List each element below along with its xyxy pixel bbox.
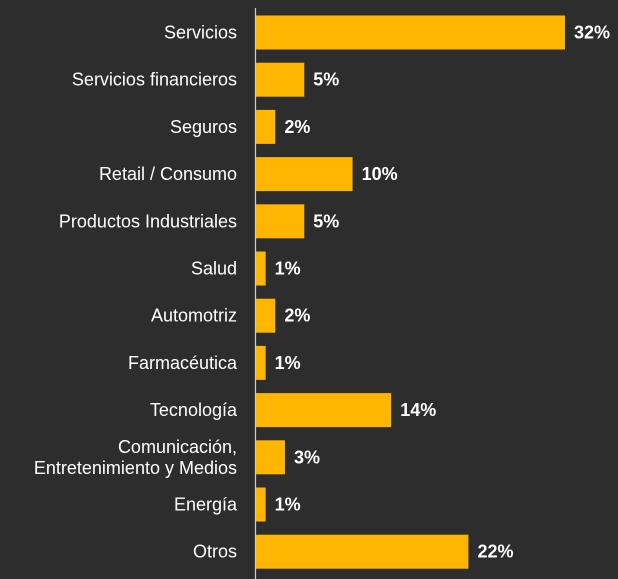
category-label-2: Seguros xyxy=(170,117,237,137)
category-label-line: Retail / Consumo xyxy=(99,164,237,184)
category-label-7: Farmacéutica xyxy=(128,353,238,373)
bar-7 xyxy=(256,345,266,380)
category-label-4: Productos Industriales xyxy=(59,211,237,231)
value-label-1: 5% xyxy=(313,70,339,90)
category-label-line: Automotriz xyxy=(151,306,237,326)
category-label-5: Salud xyxy=(191,259,237,279)
value-label-5: 1% xyxy=(275,259,301,279)
bar-8 xyxy=(256,393,392,428)
bar-1 xyxy=(256,62,305,97)
bar-3 xyxy=(256,157,353,192)
bar-9 xyxy=(256,440,285,475)
category-label-0: Servicios xyxy=(164,23,237,43)
value-label-4: 5% xyxy=(313,211,339,231)
category-label-line: Energía xyxy=(174,495,238,515)
category-label-line: Productos Industriales xyxy=(59,211,237,231)
category-label-line: Otros xyxy=(193,542,237,562)
bar-11 xyxy=(256,534,469,569)
category-label-group: Servicios Servicios financieros Seguros Ret… xyxy=(34,23,238,562)
value-label-2: 2% xyxy=(284,117,310,137)
category-label-line: Seguros xyxy=(170,117,237,137)
value-label-0: 32% xyxy=(574,23,610,43)
value-label-10: 1% xyxy=(275,495,301,515)
value-label-group: 32% 5% 2% 10% 5% 1% 2% 1% 14% 3% 1% 22% xyxy=(275,23,610,562)
bar-4 xyxy=(256,204,305,239)
category-label-11: Otros xyxy=(193,542,237,562)
value-label-6: 2% xyxy=(284,306,310,326)
category-label-10: Energía xyxy=(174,495,238,515)
value-label-3: 10% xyxy=(362,164,398,184)
category-label-3: Retail / Consumo xyxy=(99,164,237,184)
bar-group xyxy=(256,15,565,569)
bar-5 xyxy=(256,251,266,286)
category-label-9: Comunicación, Entretenimiento y Medios xyxy=(34,437,237,478)
category-label-line: Salud xyxy=(191,259,237,279)
bar-6 xyxy=(256,298,276,333)
category-label-line: Entretenimiento y Medios xyxy=(34,458,237,478)
value-label-11: 22% xyxy=(477,542,513,562)
category-label-line: Farmacéutica xyxy=(128,353,238,373)
category-label-line: Servicios xyxy=(164,23,237,43)
category-label-8: Tecnología xyxy=(150,400,238,420)
bar-10 xyxy=(256,487,266,522)
bar-0 xyxy=(256,15,565,50)
value-label-8: 14% xyxy=(400,400,436,420)
category-label-1: Servicios financieros xyxy=(72,70,237,90)
value-label-9: 3% xyxy=(294,447,320,467)
category-label-line: Comunicación, xyxy=(118,437,237,457)
category-label-line: Servicios financieros xyxy=(72,70,237,90)
bar-2 xyxy=(256,109,276,144)
category-label-6: Automotriz xyxy=(151,306,237,326)
value-label-7: 1% xyxy=(275,353,301,373)
category-label-line: Tecnología xyxy=(150,400,238,420)
